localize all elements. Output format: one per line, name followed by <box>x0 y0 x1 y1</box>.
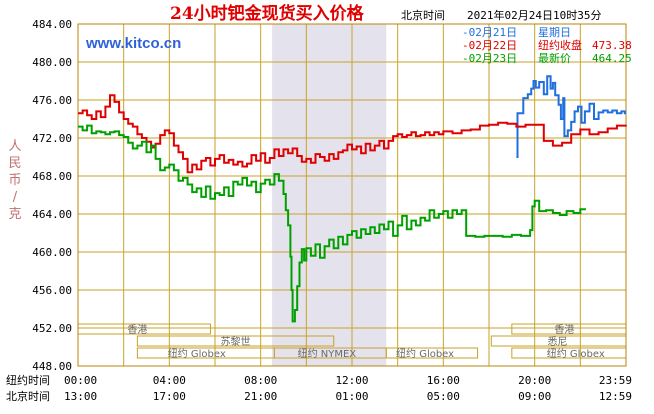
x-tick-bj-1: 17:00 <box>153 390 186 403</box>
y-tick-8: 452.00 <box>32 322 72 335</box>
market-label-1: 苏黎世 <box>221 335 251 348</box>
y-tick-0: 484.00 <box>32 18 72 31</box>
legend-label-3: 最新价 <box>538 51 571 65</box>
y-tick-3: 472.00 <box>32 132 72 145</box>
market-label-0: 香港 <box>127 324 147 336</box>
x-tick-bj-0: 13:00 <box>64 390 97 403</box>
x-tick-ny-0: 00:00 <box>64 374 97 387</box>
legend: -02月21日 星期日 -02月22日 纽约收盘 473.38 -02月23日 … <box>462 26 632 65</box>
y-tick-6: 460.00 <box>32 246 72 259</box>
legend-date-3: -02月23日 <box>462 52 517 65</box>
y-tick-2: 476.00 <box>32 94 72 107</box>
series-line-1 <box>516 75 626 158</box>
x-tick-ny-5: 20:00 <box>518 374 551 387</box>
series-lines <box>78 75 627 323</box>
y-tick-4: 468.00 <box>32 170 72 183</box>
market-label-4: 纽约 Globex <box>396 347 454 360</box>
x-tick-bj-4: 05:00 <box>427 390 460 403</box>
x-row2-label: 北京时间 <box>6 389 50 403</box>
market-label-5: 悉尼 <box>548 336 568 348</box>
y-tick-1: 480.00 <box>32 56 72 69</box>
timestamp: 2021年02月24日10时35分 <box>467 8 601 22</box>
series-line-3 <box>78 124 586 323</box>
x-tick-ny-1: 04:00 <box>153 374 186 387</box>
x-tick-bj-2: 21:00 <box>244 390 277 403</box>
x-tick-bj-5: 09:00 <box>518 390 551 403</box>
site-watermark: www.kitco.cn <box>85 35 181 52</box>
x-row1-label: 纽约时间 <box>6 373 50 387</box>
x-tick-ny-4: 16:00 <box>427 374 460 387</box>
legend-date-1: -02月21日 <box>462 26 517 39</box>
y-axis-label-text: 人民币/克 <box>8 139 21 222</box>
market-label-7: 纽约 Globex <box>547 347 605 360</box>
market-label-3: 纽约 NYMEX <box>298 347 357 360</box>
nymex-session-shade <box>272 24 387 366</box>
legend-label-2: 纽约收盘 <box>538 38 582 52</box>
timezone-label: 北京时间 <box>401 8 445 22</box>
x-tick-bj-6: 12:59 <box>599 390 632 403</box>
y-axis-ticks: 484.00 480.00 476.00 472.00 468.00 464.00 460.… <box>32 18 72 373</box>
y-axis-label: 人民币/克 <box>8 139 21 222</box>
x-axis-ticks: 00:00 13:00 04:00 17:00 08:00 21:00 12:00 01:00… <box>64 374 632 403</box>
plot-border <box>77 23 627 367</box>
market-bar-1 <box>136 335 335 347</box>
x-tick-ny-6: 23:59 <box>599 374 632 387</box>
legend-value-3: 464.25 <box>592 52 632 65</box>
market-label-2: 纽约 Globex <box>168 347 226 360</box>
y-tick-9: 448.00 <box>32 360 72 373</box>
y-tick-7: 456.00 <box>32 284 72 297</box>
y-tick-5: 464.00 <box>32 208 72 221</box>
legend-value-2: 473.38 <box>592 39 632 52</box>
legend-label-1: 星期日 <box>538 26 571 39</box>
market-label-6: 香港 <box>554 324 574 336</box>
x-tick-ny-3: 12:00 <box>335 374 368 387</box>
x-tick-bj-3: 01:00 <box>335 390 368 403</box>
x-tick-ny-2: 08:00 <box>244 374 277 387</box>
chart-title: 24小时钯金现货买入价格 <box>170 3 365 24</box>
market-bar-4 <box>385 347 479 359</box>
legend-date-2: -02月22日 <box>462 39 517 52</box>
